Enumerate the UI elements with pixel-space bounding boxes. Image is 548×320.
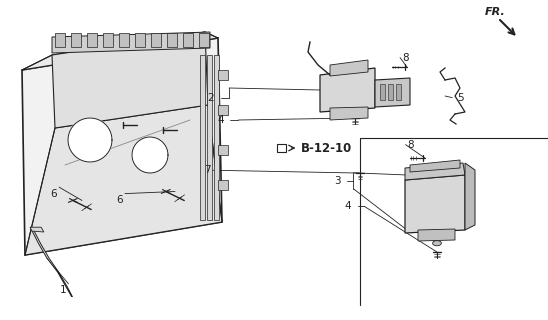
Polygon shape — [405, 163, 465, 180]
Polygon shape — [30, 227, 44, 232]
Text: 1: 1 — [60, 284, 66, 295]
Polygon shape — [410, 160, 460, 172]
Text: 4: 4 — [217, 115, 224, 125]
Polygon shape — [183, 33, 193, 47]
Polygon shape — [52, 32, 210, 53]
Polygon shape — [218, 105, 228, 115]
Polygon shape — [135, 33, 145, 47]
Bar — [277, 144, 287, 152]
Polygon shape — [199, 33, 209, 47]
Polygon shape — [68, 118, 112, 162]
Polygon shape — [71, 33, 81, 47]
Text: 4: 4 — [345, 201, 351, 212]
Polygon shape — [22, 32, 218, 70]
Text: FR.: FR. — [484, 7, 505, 17]
Polygon shape — [320, 68, 375, 112]
Polygon shape — [22, 38, 222, 255]
Polygon shape — [103, 33, 113, 47]
Polygon shape — [52, 32, 208, 128]
Text: B-12-10: B-12-10 — [301, 141, 352, 155]
Polygon shape — [200, 55, 205, 220]
Polygon shape — [214, 55, 219, 220]
Polygon shape — [119, 33, 129, 47]
Polygon shape — [87, 33, 97, 47]
Polygon shape — [330, 60, 368, 76]
Polygon shape — [55, 33, 65, 47]
Text: 8: 8 — [408, 140, 414, 150]
Polygon shape — [132, 137, 168, 173]
Polygon shape — [218, 180, 228, 190]
Text: 6: 6 — [116, 195, 123, 205]
Polygon shape — [396, 84, 401, 100]
Text: 6: 6 — [50, 188, 57, 199]
Polygon shape — [380, 84, 385, 100]
Polygon shape — [167, 33, 177, 47]
Polygon shape — [405, 175, 465, 233]
Polygon shape — [330, 107, 368, 120]
Polygon shape — [388, 84, 393, 100]
Circle shape — [432, 241, 441, 246]
Text: 2: 2 — [208, 92, 214, 103]
Polygon shape — [375, 78, 410, 107]
Polygon shape — [25, 105, 222, 255]
Text: 3: 3 — [334, 176, 340, 186]
Polygon shape — [218, 145, 228, 155]
Text: 5: 5 — [457, 92, 464, 103]
Polygon shape — [151, 33, 161, 47]
Text: 8: 8 — [402, 52, 409, 63]
Polygon shape — [218, 70, 228, 80]
Polygon shape — [30, 227, 72, 297]
Polygon shape — [465, 163, 475, 230]
Text: 7: 7 — [204, 165, 210, 175]
Polygon shape — [207, 55, 212, 220]
Polygon shape — [418, 229, 455, 241]
